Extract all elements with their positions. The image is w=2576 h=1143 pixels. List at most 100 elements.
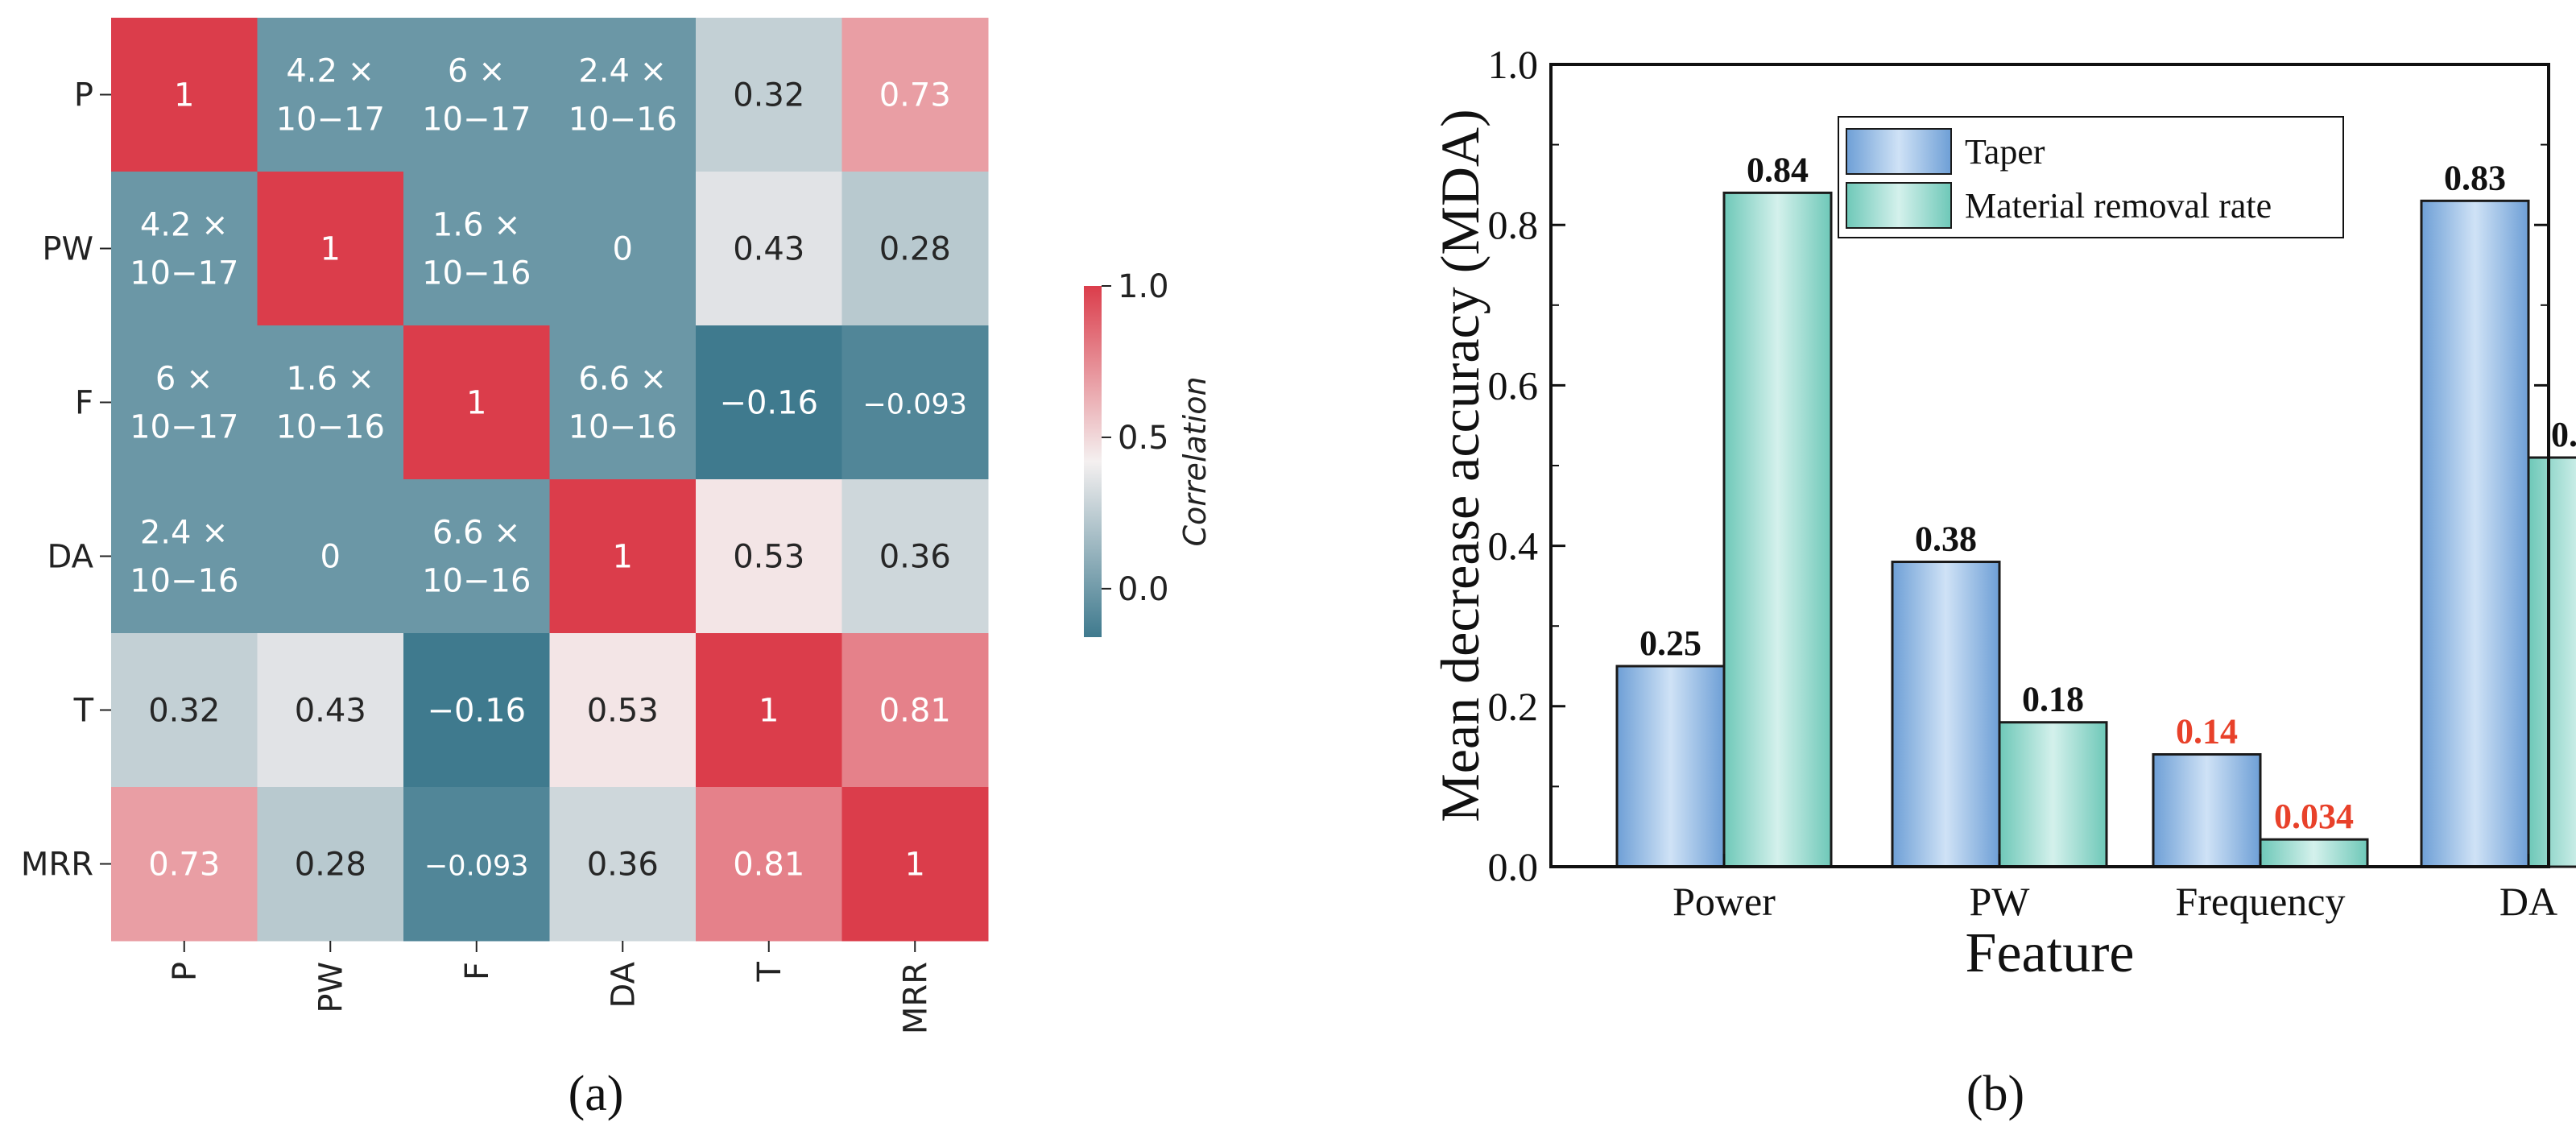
correlation-heatmap: 1 4.2 × 10−17 6 × 10−17 2.4 × 10−16 0.32 0.73 4.2… — [21, 18, 989, 1034]
heatmap-value-da-f-line1: 6.6 × — [432, 515, 521, 552]
bar-material-removal-rate-da — [2527, 456, 2576, 868]
heatmap-value-mrr-f: −0.093 — [424, 851, 529, 883]
heatmap-value-f-pw-line1: 1.6 × — [286, 361, 374, 398]
x-tick-label-frequency: Frequency — [2175, 879, 2345, 924]
legend-swatch-material-removal-rate — [1846, 182, 1952, 229]
heatmap-value-mrr-da: 0.36 — [587, 847, 659, 884]
heatmap-value-t-f: −0.16 — [427, 693, 526, 730]
bar-taper-frequency — [2152, 753, 2262, 868]
bar-material-removal-rate-power — [1722, 191, 1833, 868]
heatmap-value-f-f: 1 — [466, 385, 486, 422]
heatmap-cell-p-mrr — [841, 18, 989, 172]
mda-bar-chart: 0.0 0.2 0.4 0.6 0.8 1.0 0.25 0.84 Power 0.38 0.18 P… — [1429, 42, 2576, 984]
heatmap-value-t-pw: 0.43 — [295, 693, 366, 730]
bar-material-removal-rate-pw — [1998, 721, 2108, 868]
bar-taper-power — [1615, 665, 1726, 868]
panel-label-b: (b) — [1966, 1066, 2024, 1121]
heatmap-value-f-p-line1: 6 × — [155, 361, 213, 398]
colorbar-tick-label: 0.0 — [1118, 571, 1169, 608]
x-tick-label-pw: PW — [1970, 879, 2031, 924]
bar-taper-da — [2420, 199, 2530, 868]
bar-label-taper-pw: 0.38 — [1915, 520, 1977, 559]
heatmap-value-da-p-line2: 10−16 — [130, 563, 238, 600]
heatmap-cell-mrr-p — [111, 787, 258, 942]
heatmap-value-p-pw-line1: 4.2 × — [286, 53, 374, 90]
colorbar-tick-label: 0.5 — [1118, 420, 1169, 457]
heatmap-value-p-f-line2: 10−17 — [422, 101, 531, 139]
plot-frame — [1549, 63, 2550, 868]
heatmap-cell-pw-p — [111, 172, 258, 326]
heatmap-value-da-t: 0.53 — [733, 539, 804, 576]
heatmap-cell-t-da — [549, 633, 697, 788]
heatmap-value-f-t: −0.16 — [719, 385, 818, 422]
heatmap-cell-mrr-mrr — [841, 787, 989, 942]
heatmap-value-t-p: 0.32 — [148, 693, 220, 730]
heatmap-cell-da-f — [403, 479, 550, 634]
heatmap-row-label-p: P — [74, 77, 93, 114]
heatmap-cell-t-f — [403, 633, 550, 788]
heatmap-value-p-da-line2: 10−16 — [569, 101, 677, 139]
heatmap-cell-mrr-f — [403, 787, 550, 942]
heatmap-col-label-mrr: MRR — [897, 962, 934, 1034]
heatmap-value-da-f-line2: 10−16 — [422, 563, 531, 600]
heatmap-col-label-p: P — [167, 962, 204, 981]
colorbar: Correlation 1.0 0.5 0.0 — [1084, 268, 1213, 637]
heatmap-cell-da-da — [549, 479, 697, 634]
heatmap-cell-f-f — [403, 325, 550, 480]
heatmap-value-f-p-line2: 10−17 — [130, 409, 238, 446]
heatmap-cell-pw-mrr — [841, 172, 989, 326]
bar-taper-pw — [1891, 561, 2001, 868]
heatmap-value-mrr-pw: 0.28 — [295, 847, 366, 884]
heatmap-value-pw-t: 0.43 — [733, 231, 804, 268]
heatmap-row-label-f: F — [75, 385, 93, 422]
heatmap-cell-da-p — [111, 479, 258, 634]
heatmap-value-mrr-p: 0.73 — [148, 847, 220, 884]
bar-label-taper-power: 0.25 — [1639, 623, 1701, 663]
bar-label-material-removal-rate-da: 0.51 — [2551, 415, 2576, 454]
heatmap-value-t-t: 1 — [759, 693, 779, 730]
heatmap-cell-f-pw — [257, 325, 404, 480]
heatmap-cell-p-t — [696, 18, 842, 172]
bar-label-material-removal-rate-pw: 0.18 — [2022, 680, 2084, 719]
heatmap-cell-mrr-da — [549, 787, 697, 942]
colorbar-tick-label: 1.0 — [1118, 268, 1169, 305]
panel-label-a: (a) — [569, 1066, 624, 1121]
colorbar-gradient — [1084, 286, 1102, 637]
heatmap-value-f-da-line1: 6.6 × — [578, 361, 667, 398]
heatmap-value-pw-p-line1: 4.2 × — [140, 207, 229, 244]
y-tick-label: 0.0 — [1488, 844, 1539, 889]
heatmap-value-t-mrr: 0.81 — [879, 693, 951, 730]
heatmap-cell-p-pw — [257, 18, 404, 172]
heatmap-value-p-t: 0.32 — [733, 77, 804, 114]
heatmap-cell-pw-pw — [257, 172, 404, 326]
heatmap-value-pw-pw: 1 — [320, 231, 341, 268]
heatmap-value-f-pw-line2: 10−16 — [276, 409, 385, 446]
y-tick-label: 0.2 — [1488, 684, 1539, 729]
heatmap-cell-p-da — [549, 18, 697, 172]
heatmap-value-mrr-t: 0.81 — [733, 847, 804, 884]
y-tick-label: 0.8 — [1488, 202, 1539, 247]
heatmap-cell-pw-t — [696, 172, 842, 326]
heatmap-value-pw-p-line2: 10−17 — [130, 255, 238, 292]
heatmap-cell-f-mrr — [841, 325, 989, 480]
legend: Taper Material removal rate — [1838, 116, 2344, 238]
heatmap-cell-da-pw — [257, 479, 404, 634]
x-axis-title: Feature — [1966, 922, 2135, 984]
bar-material-removal-rate-frequency — [2259, 838, 2369, 868]
heatmap-value-da-da: 1 — [613, 539, 633, 576]
bar-label-taper-da: 0.83 — [2444, 158, 2506, 197]
heatmap-cell-p-p — [111, 18, 258, 172]
heatmap-cell-mrr-t — [696, 787, 842, 942]
heatmap-value-p-da-line1: 2.4 × — [578, 53, 667, 90]
heatmap-value-da-pw: 0 — [320, 539, 341, 576]
heatmap-value-f-mrr: −0.093 — [862, 389, 967, 421]
heatmap-cell-f-p — [111, 325, 258, 480]
heatmap-cell-t-mrr — [841, 633, 989, 788]
heatmap-cell-f-t — [696, 325, 842, 480]
heatmap-col-label-da: DA — [605, 961, 642, 1008]
heatmap-col-label-t: T — [751, 961, 788, 982]
bar-label-material-removal-rate-power: 0.84 — [1747, 150, 1809, 189]
heatmap-row-label-t: T — [73, 693, 94, 730]
bar-label-material-removal-rate-frequency: 0.034 — [2274, 797, 2354, 836]
